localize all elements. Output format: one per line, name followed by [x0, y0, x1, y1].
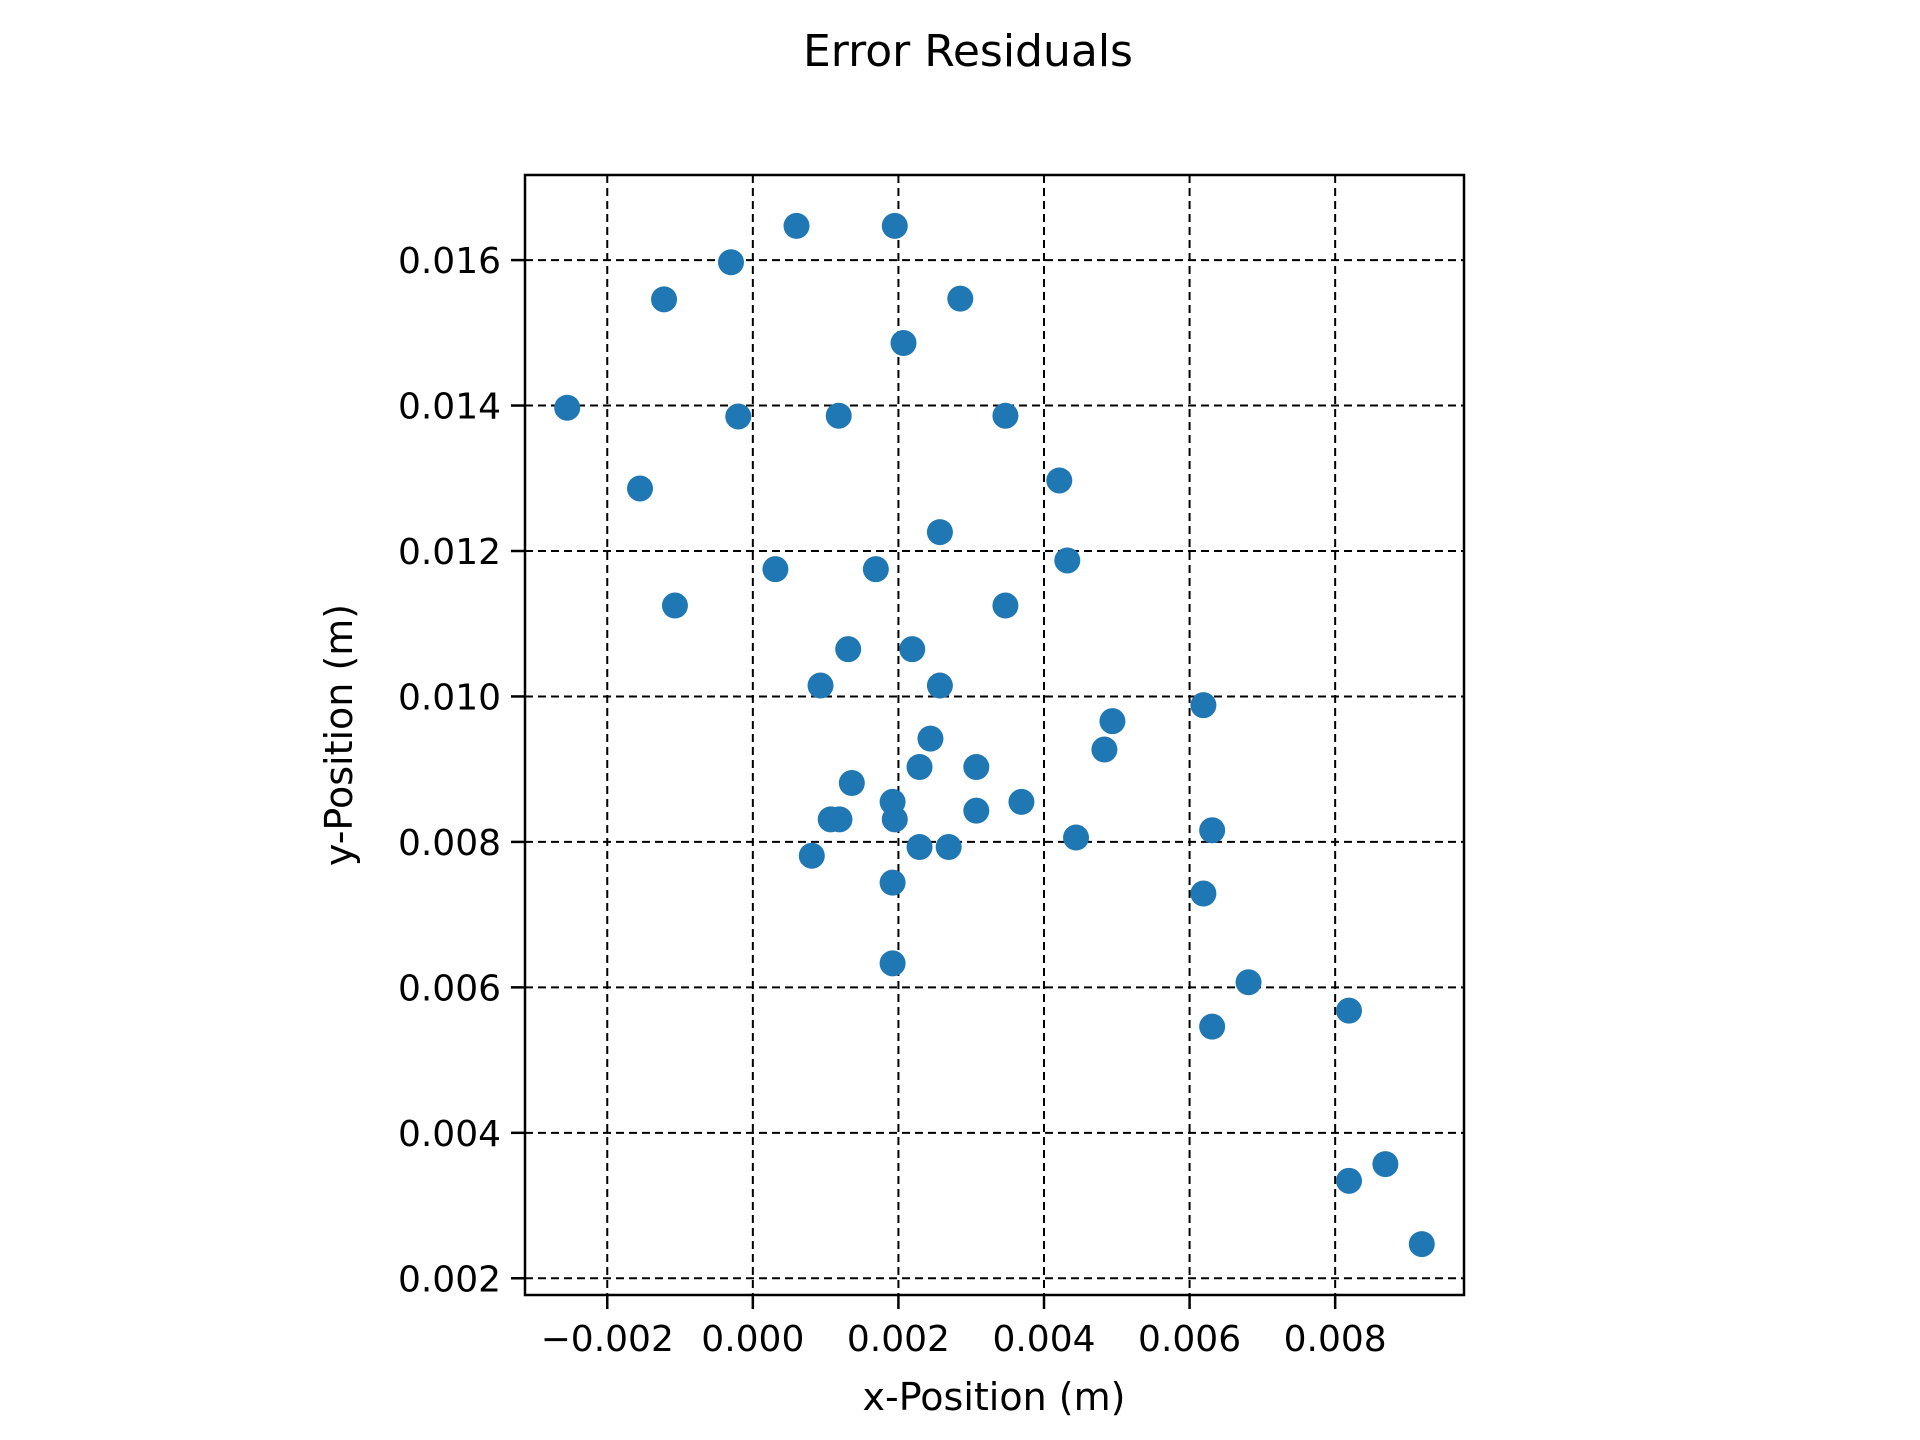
data-point — [1336, 1168, 1362, 1194]
y-tick-label: 0.014 — [398, 387, 501, 428]
data-point — [725, 403, 751, 429]
x-tick-label: −0.002 — [541, 1319, 674, 1360]
data-point — [554, 395, 580, 421]
data-point — [826, 806, 852, 832]
data-point — [880, 950, 906, 976]
data-point — [835, 636, 861, 662]
x-tick-label: 0.006 — [1138, 1319, 1241, 1360]
data-point — [907, 834, 933, 860]
data-point — [1063, 825, 1089, 851]
data-point — [899, 636, 925, 662]
data-point — [1046, 467, 1072, 493]
data-point — [891, 330, 917, 356]
data-point — [1199, 1014, 1225, 1040]
data-point — [1199, 817, 1225, 843]
data-point — [1236, 969, 1262, 995]
data-point — [1409, 1231, 1435, 1257]
y-tick-label: 0.006 — [398, 968, 501, 1009]
data-point — [1091, 737, 1117, 763]
y-tick-label: 0.008 — [398, 823, 501, 864]
data-point — [1372, 1151, 1398, 1177]
data-point — [718, 249, 744, 275]
data-point — [1054, 547, 1080, 573]
data-point — [662, 593, 688, 619]
data-point — [907, 754, 933, 780]
data-point — [839, 770, 865, 796]
data-point — [627, 475, 653, 501]
x-tick-label: 0.008 — [1284, 1319, 1387, 1360]
data-point — [784, 213, 810, 239]
data-point — [963, 754, 989, 780]
data-point — [651, 286, 677, 312]
chart-title: Error Residuals — [803, 26, 1133, 77]
y-tick-label: 0.012 — [398, 532, 501, 573]
data-point — [1336, 998, 1362, 1024]
data-point — [947, 286, 973, 312]
data-point — [992, 593, 1018, 619]
data-point — [927, 519, 953, 545]
data-point — [863, 556, 889, 582]
data-point — [963, 798, 989, 824]
y-tick-label: 0.016 — [398, 241, 501, 282]
data-point — [917, 726, 943, 752]
data-point — [826, 403, 852, 429]
x-tick-label: 0.000 — [701, 1319, 804, 1360]
y-tick-label: 0.004 — [398, 1114, 501, 1155]
data-point — [992, 403, 1018, 429]
data-point — [880, 870, 906, 896]
data-point — [762, 556, 788, 582]
y-tick-label: 0.010 — [398, 677, 501, 718]
data-point — [1190, 692, 1216, 718]
x-tick-label: 0.004 — [992, 1319, 1095, 1360]
x-tick-label: 0.002 — [847, 1319, 950, 1360]
data-point — [882, 213, 908, 239]
y-axis-label: y-Position (m) — [317, 604, 361, 866]
data-point — [882, 806, 908, 832]
data-point — [808, 673, 834, 699]
data-point — [927, 673, 953, 699]
data-point — [1008, 789, 1034, 815]
y-tick-label: 0.002 — [398, 1259, 501, 1300]
data-point — [1099, 708, 1125, 734]
data-point — [799, 843, 825, 869]
x-axis-label: x-Position (m) — [863, 1375, 1126, 1419]
data-point — [1190, 881, 1216, 907]
data-point — [936, 834, 962, 860]
